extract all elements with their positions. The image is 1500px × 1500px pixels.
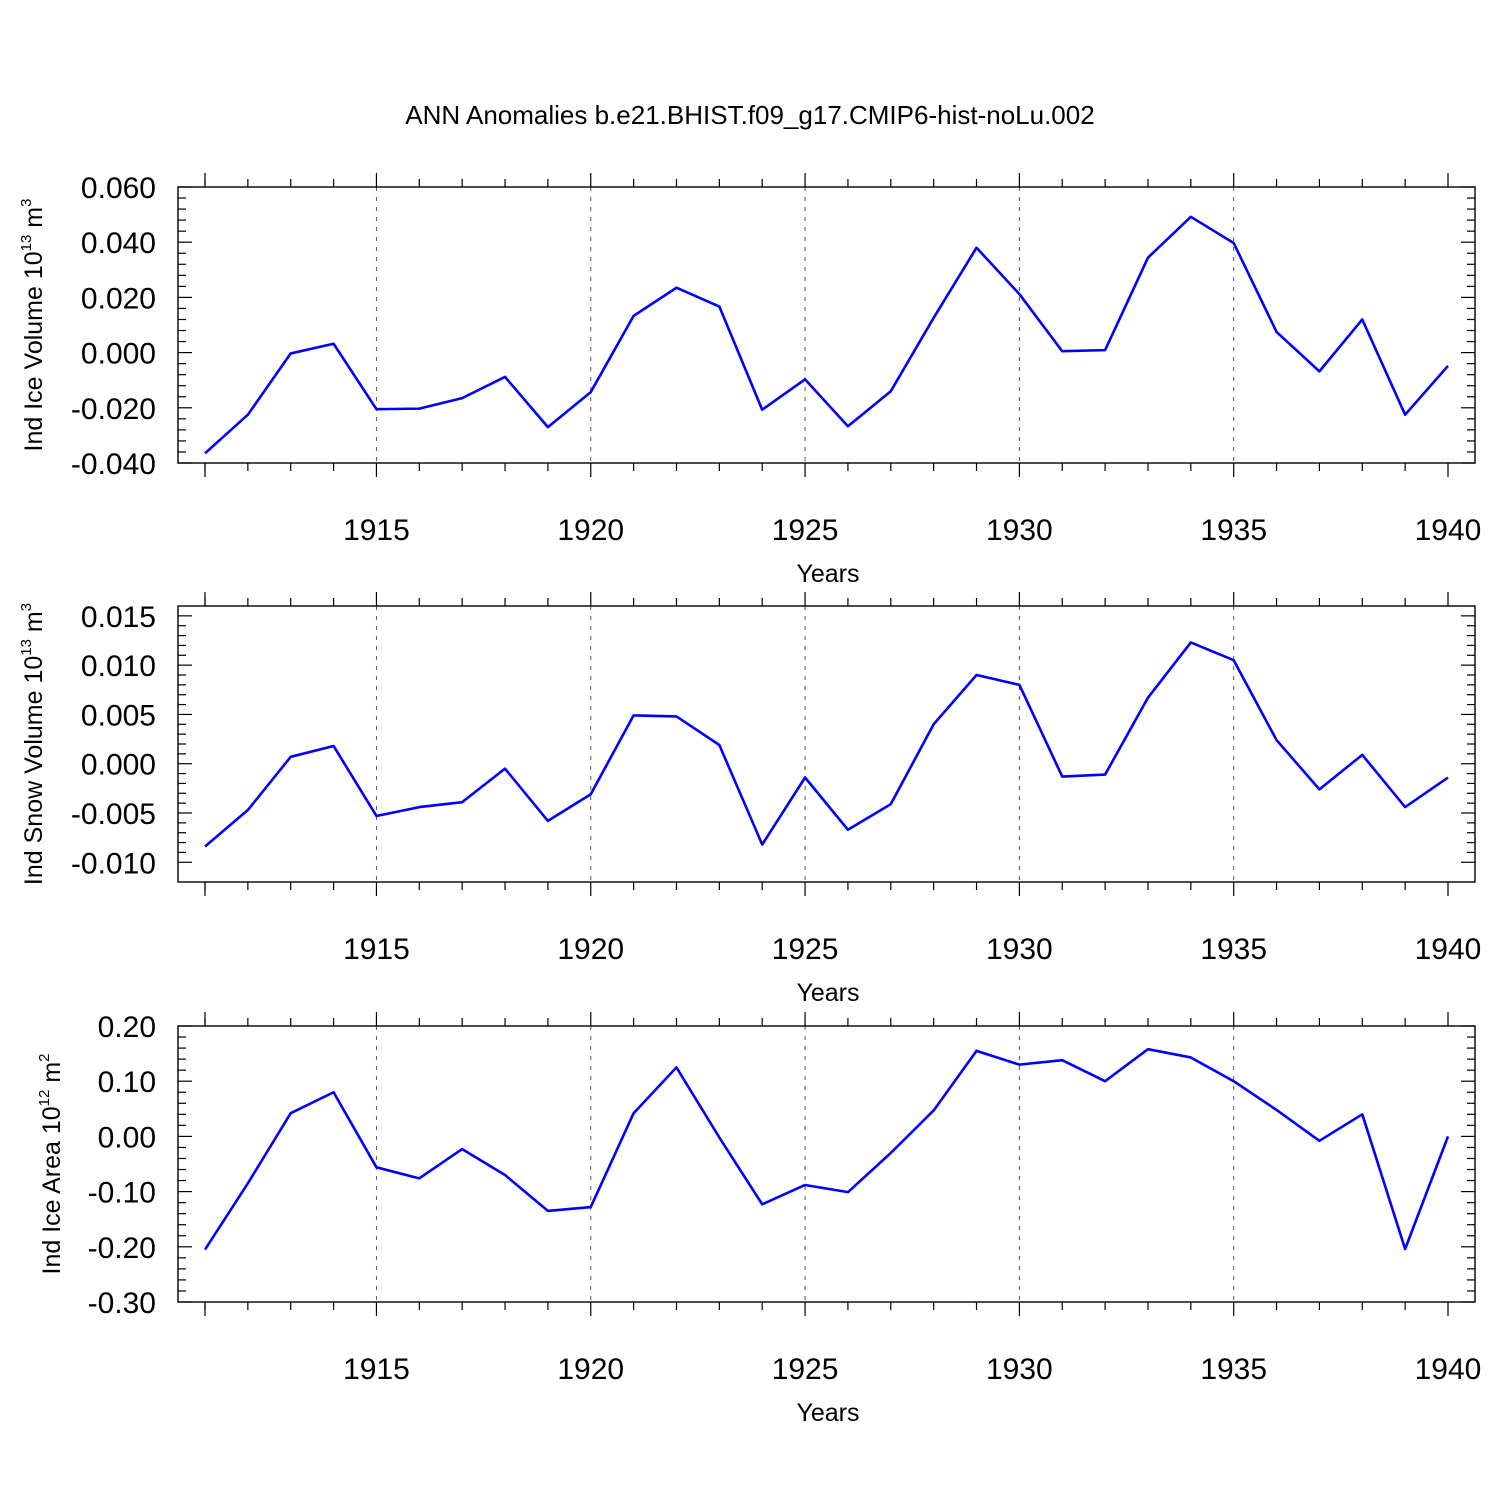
x-tick-label: 1915 <box>343 514 410 547</box>
x-tick-label: 1935 <box>1200 1353 1267 1386</box>
y-axis-label-superscript: 2 <box>36 1054 53 1062</box>
x-tick-label: 1915 <box>343 1353 410 1386</box>
panel-1: 1915 1920 1925 1930 1935 1940 0.060 0.040 0.020 0… <box>18 172 1481 588</box>
y-axis-label: Ind Snow Volume 1013 m3 <box>18 603 48 885</box>
x-tick-label: 1935 <box>1200 933 1267 966</box>
x-tick-label: 1935 <box>1200 514 1267 547</box>
plot-frame <box>177 186 1476 464</box>
y-tick-label: -0.30 <box>88 1287 156 1320</box>
y-axis-label-part: Ind Ice Area 10 <box>38 1106 66 1274</box>
x-tick-label: 1925 <box>772 933 839 966</box>
y-axis-label-part: m <box>20 611 48 639</box>
y-tick-label: 0.20 <box>98 1011 156 1044</box>
y-axis-label-part: Ind Snow Volume 10 <box>20 656 48 885</box>
x-tick-label: 1930 <box>986 514 1053 547</box>
y-axis-label-superscript: 3 <box>18 603 35 611</box>
y-tick-label: -0.005 <box>71 798 156 831</box>
y-axis-label-superscript: 12 <box>36 1090 53 1107</box>
panel-3: 1915 1920 1925 1930 1935 1940 0.20 0.10 0.00 -0.1… <box>36 1011 1481 1427</box>
x-axis-label: Years <box>796 560 859 588</box>
y-tick-label: 0.005 <box>81 699 156 732</box>
x-tick-label: 1925 <box>772 514 839 547</box>
x-tick-label: 1920 <box>557 933 624 966</box>
panels: 1915 1920 1925 1930 1935 1940 0.060 0.040 0.020 0… <box>18 172 1481 1427</box>
x-axis-label: Years <box>796 1399 859 1427</box>
x-tick-label: 1920 <box>557 514 624 547</box>
x-axis-label: Years <box>796 979 859 1007</box>
y-tick-label: 0.010 <box>81 650 156 683</box>
y-axis-label: Ind Ice Volume 1013 m3 <box>18 199 48 452</box>
y-axis-label-part: m <box>38 1062 66 1090</box>
x-tick-label: 1940 <box>1415 1353 1482 1386</box>
y-axis-label-part: m <box>20 207 48 235</box>
figure-title: ANN Anomalies b.e21.BHIST.f09_g17.CMIP6-… <box>405 100 1094 130</box>
y-tick-label: 0.040 <box>81 227 156 260</box>
panel-2: 1915 1920 1925 1930 1935 1940 0.015 0.010 0.005 0… <box>18 592 1481 1007</box>
x-tick-label: 1940 <box>1415 514 1482 547</box>
y-axis-label-superscript: 3 <box>18 199 35 207</box>
y-axis-label-superscript: 13 <box>18 639 35 656</box>
y-tick-label: 0.020 <box>81 282 156 315</box>
y-axis-label: Ind Ice Area 1012 m2 <box>36 1054 66 1275</box>
plot-frame <box>177 1025 1476 1303</box>
y-tick-label: -0.020 <box>71 393 156 426</box>
y-tick-label: -0.10 <box>88 1177 156 1210</box>
x-tick-label: 1930 <box>986 1353 1053 1386</box>
y-tick-label: -0.010 <box>71 847 156 880</box>
x-tick-label: 1940 <box>1415 933 1482 966</box>
x-tick-label: 1925 <box>772 1353 839 1386</box>
y-tick-label: -0.20 <box>88 1232 156 1265</box>
y-tick-label: 0.060 <box>81 172 156 205</box>
y-tick-label: 0.015 <box>81 601 156 634</box>
series-line <box>203 1047 1450 1251</box>
y-tick-label: 0.000 <box>81 338 156 371</box>
series-line <box>204 215 1449 455</box>
y-tick-label: -0.040 <box>71 448 156 481</box>
y-tick-label: 0.00 <box>98 1121 156 1154</box>
y-tick-label: 0.10 <box>98 1066 156 1099</box>
series-line <box>204 641 1449 848</box>
x-tick-label: 1920 <box>557 1353 624 1386</box>
y-axis-label-superscript: 13 <box>18 235 35 252</box>
y-axis-label-part: Ind Ice Volume 10 <box>20 251 48 451</box>
y-tick-label: 0.000 <box>81 749 156 782</box>
x-tick-label: 1915 <box>343 933 410 966</box>
x-tick-label: 1930 <box>986 933 1053 966</box>
